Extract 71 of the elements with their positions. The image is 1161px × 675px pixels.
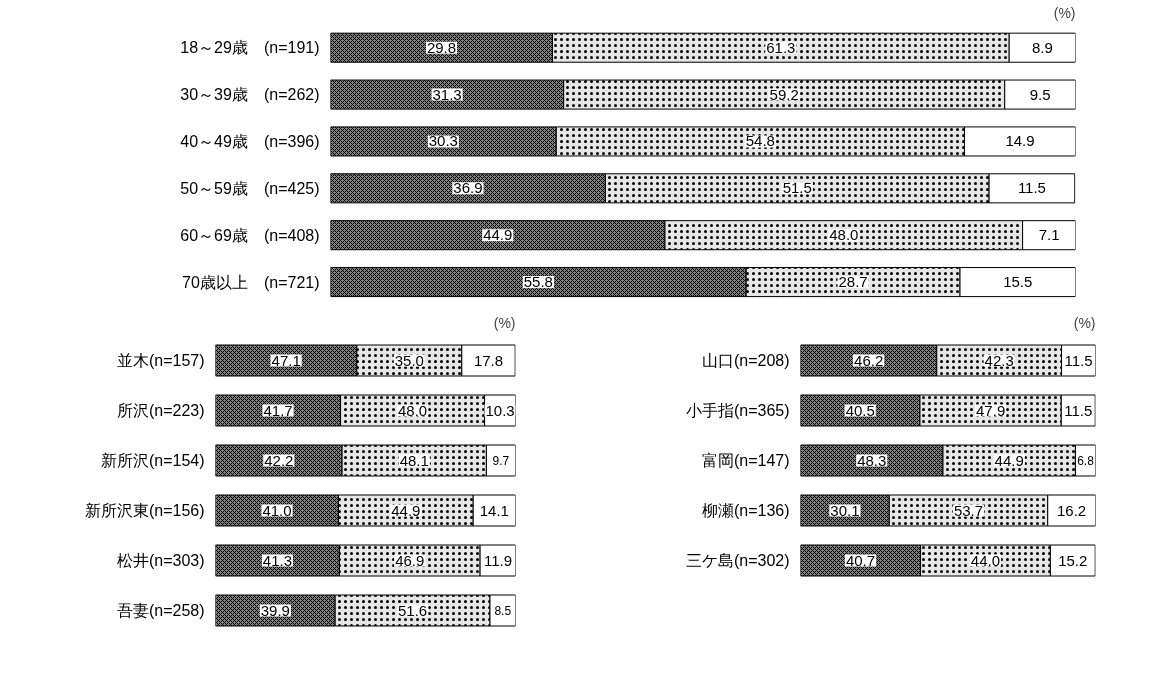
- data-label: 17.8: [473, 351, 504, 369]
- text: (%): [493, 315, 516, 331]
- y-tick-label: 50～59歳 (n=425): [180, 179, 320, 197]
- data-label: 31.3: [432, 85, 462, 103]
- y-tick-label: 小手指(n=365): [685, 402, 790, 419]
- text: (%): [1073, 315, 1096, 331]
- data-label: 51.6: [398, 601, 428, 619]
- y-tick-label: 柳瀬(n=136): [701, 502, 790, 519]
- text: (%): [1053, 4, 1076, 21]
- data-label: 47.9: [976, 401, 1006, 419]
- data-label: 9.5: [1029, 85, 1051, 103]
- data-label: 54.8: [745, 132, 775, 150]
- data-label: 39.9: [260, 601, 290, 619]
- data-label: 9.7: [492, 454, 510, 468]
- y-tick-label: 三ケ島(n=302): [685, 552, 790, 569]
- data-label: 29.8: [426, 38, 457, 56]
- data-label: 7.1: [1038, 226, 1060, 244]
- data-label: 48.3: [857, 451, 887, 469]
- data-label: 8.9: [1031, 38, 1053, 56]
- y-tick-label: 富岡(n=147): [701, 452, 790, 469]
- data-label: 6.8: [1077, 454, 1095, 468]
- data-label: 44.9: [391, 501, 421, 519]
- y-tick-label: 山口(n=208): [701, 352, 790, 369]
- data-label: 36.9: [453, 179, 483, 197]
- data-label: 55.8: [523, 273, 553, 291]
- y-tick-label: 松井(n=303): [116, 552, 205, 569]
- data-label: 30.1: [830, 501, 860, 519]
- data-label: 44.9: [994, 451, 1024, 469]
- y-tick-label: 新所沢東(n=156): [84, 502, 205, 519]
- y-tick-label: 18～29歳 (n=191): [180, 39, 320, 57]
- data-label: 11.5: [1064, 401, 1093, 419]
- data-label: 59.2: [769, 85, 799, 103]
- data-label: 14.1: [479, 501, 509, 519]
- data-label: 53.7: [953, 501, 984, 519]
- data-label: 48.0: [398, 401, 428, 419]
- data-label: 11.9: [483, 551, 512, 569]
- data-label: 44.0: [970, 551, 1001, 569]
- y-tick-label: 並木(n=157): [116, 352, 205, 369]
- data-label: 15.5: [1003, 273, 1033, 291]
- data-label: 44.9: [483, 226, 513, 244]
- data-label: 41.0: [262, 501, 292, 519]
- data-label: 41.3: [262, 551, 293, 569]
- data-label: 16.2: [1057, 501, 1087, 519]
- data-label: 61.3: [766, 38, 796, 56]
- data-label: 51.5: [782, 179, 812, 197]
- data-label: 48.1: [399, 451, 429, 469]
- data-label: 40.5: [845, 401, 875, 419]
- y-tick-label: 新所沢(n=154): [100, 452, 205, 469]
- y-tick-label: 所沢(n=223): [116, 402, 205, 419]
- data-label: 30.3: [428, 132, 458, 150]
- data-label: 41.7: [263, 401, 293, 419]
- data-label: 10.3: [485, 401, 515, 419]
- y-tick-label: 60～69歳 (n=408): [180, 226, 320, 244]
- data-label: 35.0: [394, 351, 424, 369]
- data-label: 40.7: [845, 551, 876, 569]
- data-label: 11.5: [1064, 351, 1093, 369]
- data-label: 46.2: [854, 351, 884, 369]
- data-label: 11.5: [1017, 179, 1046, 197]
- data-label: 15.2: [1058, 551, 1088, 569]
- data-label: 42.3: [984, 351, 1014, 369]
- data-label: 28.7: [838, 273, 868, 291]
- y-tick-label: 30～39歳 (n=262): [180, 86, 320, 104]
- data-label: 47.1: [271, 351, 301, 369]
- y-tick-label: 40～49歳 (n=396): [180, 132, 320, 150]
- data-label: 14.9: [1005, 132, 1035, 150]
- y-tick-label: 70歳以上 (n=721): [182, 273, 320, 291]
- data-label: 48.0: [829, 226, 859, 244]
- data-label: 8.5: [494, 604, 512, 618]
- data-label: 46.9: [395, 551, 425, 569]
- data-label: 42.2: [264, 451, 294, 469]
- y-tick-label: 吾妻(n=258): [116, 602, 205, 619]
